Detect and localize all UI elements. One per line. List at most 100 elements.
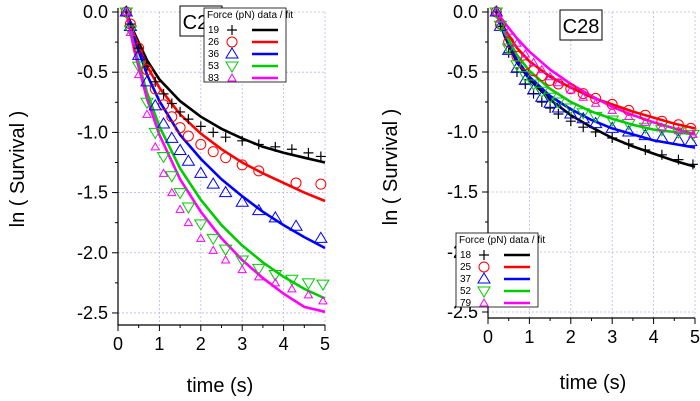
data-point-83 <box>133 69 144 79</box>
fit-line-36 <box>125 11 326 250</box>
data-point-36 <box>140 74 154 87</box>
y-tick-label: -2.5 <box>77 303 108 323</box>
data-point-36 <box>251 203 266 216</box>
data-point-83 <box>142 109 152 118</box>
x-tick-label: 2 <box>196 334 206 354</box>
legend-label: 79 <box>460 298 472 309</box>
legend-label: 83 <box>208 73 220 84</box>
data-point-37 <box>588 116 603 129</box>
data-point-83 <box>121 6 132 16</box>
data-point-79 <box>607 105 618 114</box>
data-point-36 <box>268 210 283 223</box>
x-tick-label: 0 <box>113 334 123 354</box>
data-point-79 <box>536 64 547 74</box>
legend-title: Force (pN) data / fit <box>459 235 545 246</box>
data-point-26 <box>290 177 302 189</box>
data-point-52 <box>638 122 653 135</box>
data-point-79 <box>673 125 684 135</box>
data-point-83 <box>166 187 177 197</box>
data-point-52 <box>563 103 578 115</box>
data-point-37 <box>551 101 566 113</box>
data-point-19 <box>150 76 161 87</box>
data-point-53 <box>173 188 187 200</box>
data-point-25 <box>623 104 635 116</box>
x-axis-label: time (s) <box>187 375 254 397</box>
data-point-79 <box>657 122 667 131</box>
data-point-53 <box>268 269 283 282</box>
fit-line-19 <box>125 11 326 164</box>
legend-label: 52 <box>460 286 472 297</box>
data-point-26 <box>207 146 219 158</box>
data-point-37 <box>534 90 549 102</box>
data-point-18 <box>687 159 698 170</box>
data-point-53 <box>131 61 146 74</box>
data-point-79 <box>512 38 522 47</box>
data-point-19 <box>195 121 206 132</box>
data-point-26 <box>166 111 178 123</box>
data-point-52 <box>576 108 591 120</box>
data-point-19 <box>208 127 219 138</box>
data-point-19 <box>303 147 314 158</box>
y-tick-label: -0.5 <box>447 62 478 82</box>
data-point-18 <box>623 139 634 149</box>
data-point-52 <box>510 60 524 72</box>
data-point-79 <box>528 57 539 66</box>
x-tick-label: 5 <box>690 327 700 347</box>
data-point-18 <box>578 122 589 133</box>
y-axis-label: ln ( Survival ) <box>7 111 29 228</box>
data-point-18 <box>545 103 556 113</box>
data-point-52 <box>501 43 516 55</box>
data-point-26 <box>182 130 194 142</box>
data-point-36 <box>218 185 233 198</box>
data-point-25 <box>639 109 651 121</box>
data-point-37 <box>489 5 504 17</box>
legend-label: 19 <box>208 25 220 36</box>
data-point-18 <box>536 97 547 107</box>
data-point-19 <box>270 141 281 152</box>
data-point-36 <box>206 177 221 189</box>
data-point-19 <box>175 106 186 117</box>
y-tick-label: -1.0 <box>447 122 478 142</box>
data-point-52 <box>493 20 508 33</box>
data-point-18 <box>590 127 601 137</box>
data-point-19 <box>133 43 144 54</box>
data-point-83 <box>158 168 169 177</box>
data-point-83 <box>270 277 281 287</box>
data-point-25 <box>494 18 506 30</box>
data-point-52 <box>588 111 603 124</box>
data-point-36 <box>131 48 146 60</box>
legend-label: 53 <box>208 61 220 72</box>
data-point-26 <box>220 152 232 164</box>
data-point-25 <box>672 119 684 131</box>
title-frame <box>559 9 603 41</box>
data-point-37 <box>605 121 620 133</box>
fit-line-53 <box>125 11 326 300</box>
data-point-83 <box>318 295 328 305</box>
legend-marker <box>477 272 491 284</box>
data-point-53 <box>301 278 316 290</box>
data-point-36 <box>156 116 171 129</box>
legend-label: 36 <box>208 49 220 60</box>
legend-label: 26 <box>208 37 220 48</box>
data-point-19 <box>158 88 169 99</box>
data-point-79 <box>688 129 698 138</box>
x-tick-label: 1 <box>524 327 534 347</box>
data-point-37 <box>510 61 524 73</box>
data-point-53 <box>284 274 299 287</box>
data-point-52 <box>551 97 566 109</box>
data-point-37 <box>576 111 591 124</box>
data-point-26 <box>141 64 153 76</box>
data-point-79 <box>495 14 506 23</box>
data-point-36 <box>193 166 208 178</box>
data-point-26 <box>236 159 248 171</box>
legend-label: 18 <box>460 250 472 261</box>
legend-frame <box>203 7 287 83</box>
data-point-25 <box>577 88 589 100</box>
data-point-79 <box>545 71 555 81</box>
data-point-19 <box>220 132 231 143</box>
data-point-83 <box>237 264 248 274</box>
data-point-83 <box>303 289 314 299</box>
